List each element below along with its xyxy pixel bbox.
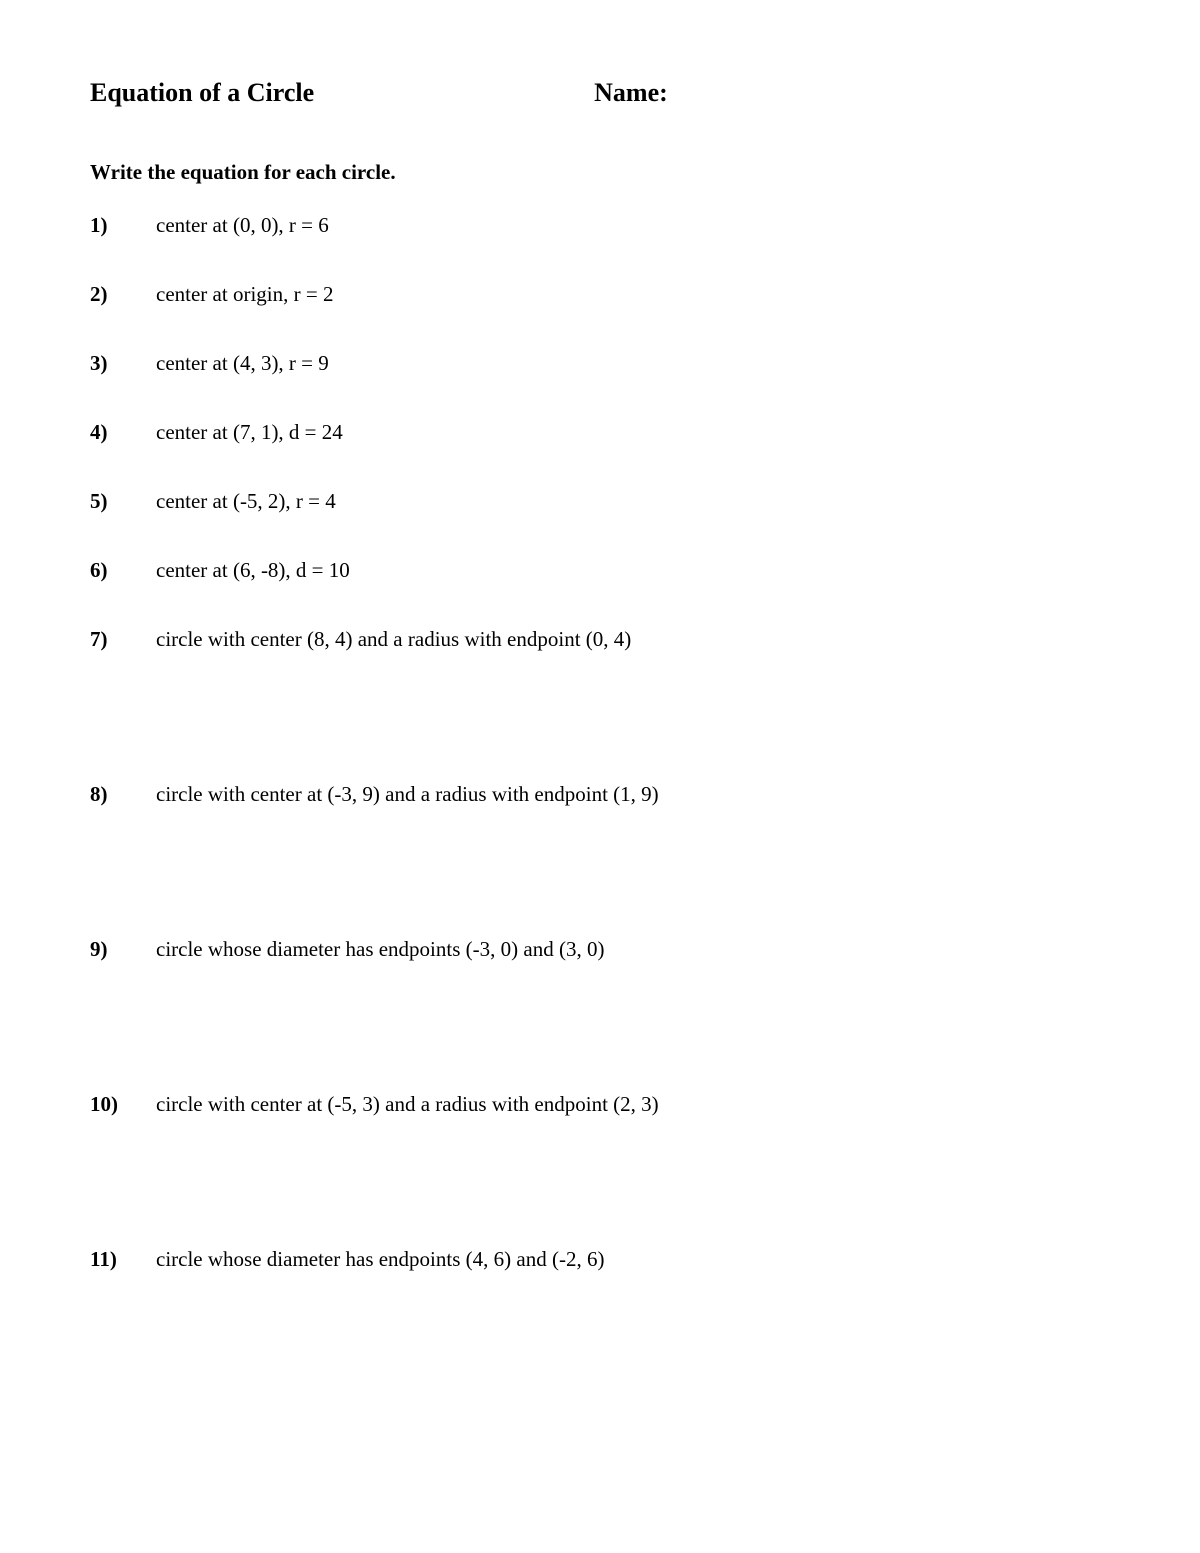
problem-text: center at origin, r = 2 [156,282,1110,307]
problem-row: 4)center at (7, 1), d = 24 [90,420,1110,445]
problem-text: center at (6, -8), d = 10 [156,558,1110,583]
problem-text: circle with center (8, 4) and a radius w… [156,627,1110,652]
problem-number: 8) [90,782,156,807]
problem-number: 11) [90,1247,156,1272]
problem-number: 9) [90,937,156,962]
problem-text: center at (-5, 2), r = 4 [156,489,1110,514]
problem-row: 1)center at (0, 0), r = 6 [90,213,1110,238]
problem-number: 3) [90,351,156,376]
problem-number: 10) [90,1092,156,1117]
problem-row: 11)circle whose diameter has endpoints (… [90,1247,1110,1272]
problem-row: 8)circle with center at (-3, 9) and a ra… [90,782,1110,807]
problem-text: center at (0, 0), r = 6 [156,213,1110,238]
instructions: Write the equation for each circle. [90,160,1110,185]
problem-row: 6)center at (6, -8), d = 10 [90,558,1110,583]
name-label: Name: [594,78,668,108]
problem-row: 2)center at origin, r = 2 [90,282,1110,307]
problem-row: 10)circle with center at (-5, 3) and a r… [90,1092,1110,1117]
problem-text: circle whose diameter has endpoints (4, … [156,1247,1110,1272]
problem-number: 1) [90,213,156,238]
problem-number: 6) [90,558,156,583]
problem-text: circle with center at (-5, 3) and a radi… [156,1092,1110,1117]
problem-number: 5) [90,489,156,514]
problem-number: 4) [90,420,156,445]
problem-row: 3)center at (4, 3), r = 9 [90,351,1110,376]
worksheet-title: Equation of a Circle [90,78,314,108]
problem-number: 7) [90,627,156,652]
problem-list: 1)center at (0, 0), r = 6 2)center at ori… [90,213,1110,1402]
header-row: Equation of a Circle Name: [90,78,1110,108]
problem-text: circle with center at (-3, 9) and a radi… [156,782,1110,807]
problem-text: center at (7, 1), d = 24 [156,420,1110,445]
problem-text: circle whose diameter has endpoints (-3,… [156,937,1110,962]
problem-text: center at (4, 3), r = 9 [156,351,1110,376]
problem-row: 5)center at (-5, 2), r = 4 [90,489,1110,514]
problem-row: 7)circle with center (8, 4) and a radius… [90,627,1110,652]
problem-number: 2) [90,282,156,307]
problem-row: 9)circle whose diameter has endpoints (-… [90,937,1110,962]
worksheet-page: Equation of a Circle Name: Write the equ… [0,0,1200,1553]
